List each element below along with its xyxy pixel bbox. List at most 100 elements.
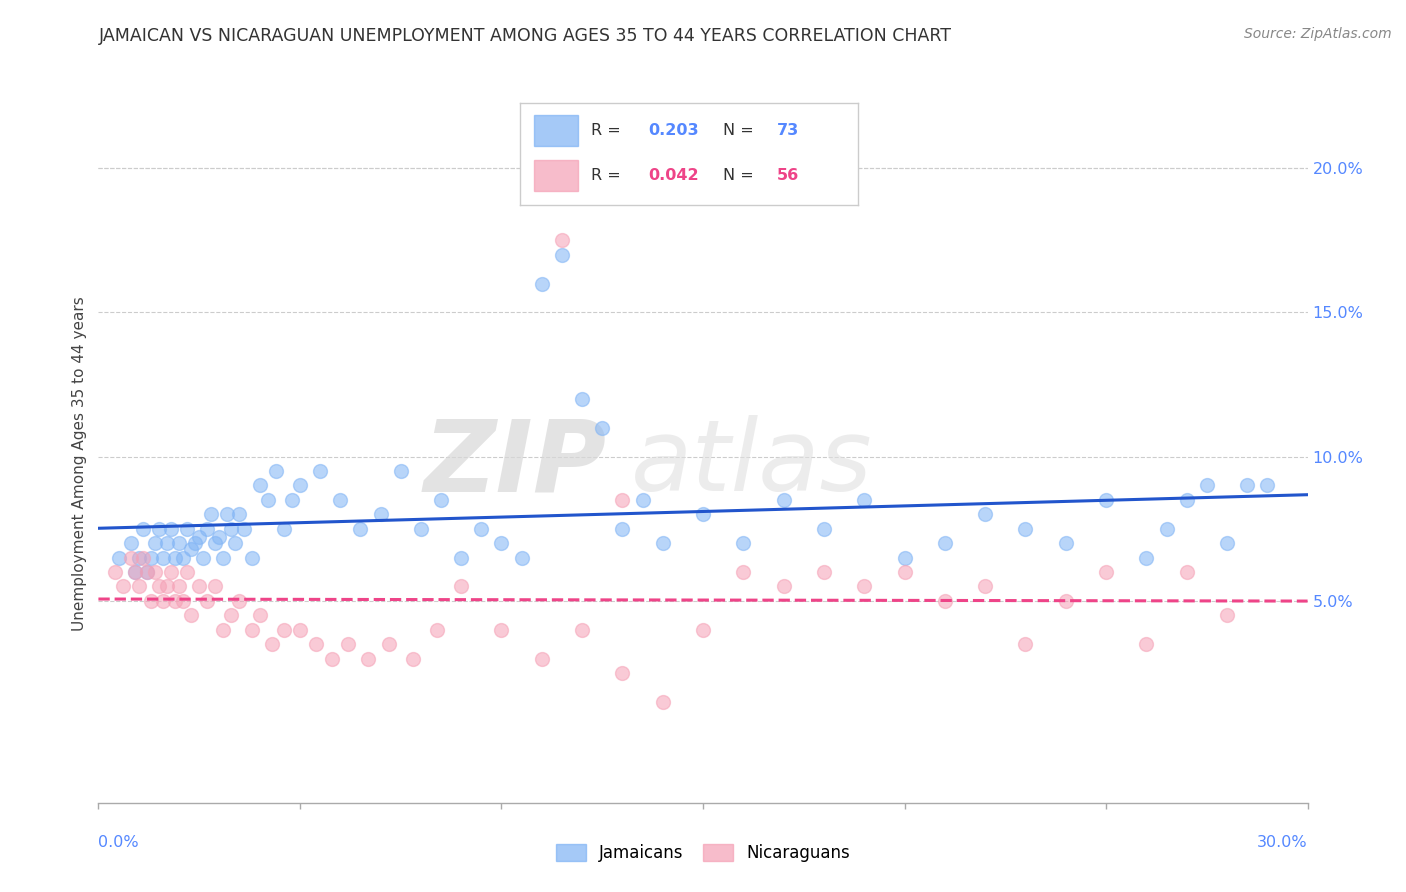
Text: 30.0%: 30.0% <box>1257 836 1308 850</box>
Point <box>260 637 283 651</box>
Point <box>221 608 243 623</box>
Point <box>571 392 593 406</box>
Point <box>389 464 412 478</box>
Point <box>1216 608 1239 623</box>
Point <box>135 565 157 579</box>
Point <box>1216 536 1239 550</box>
Point <box>163 594 186 608</box>
Point <box>204 536 226 550</box>
Point <box>195 522 218 536</box>
Point <box>1095 492 1118 507</box>
Point <box>281 492 304 507</box>
Point <box>256 492 278 507</box>
Text: R =: R = <box>591 123 626 137</box>
Point <box>612 492 634 507</box>
Point <box>337 637 360 651</box>
Point <box>124 565 146 579</box>
Point <box>591 421 613 435</box>
Point <box>249 608 271 623</box>
Point <box>288 623 311 637</box>
Point <box>430 492 453 507</box>
Point <box>321 651 343 665</box>
Point <box>551 248 574 262</box>
Point <box>139 550 162 565</box>
Point <box>195 594 218 608</box>
Point <box>1014 637 1036 651</box>
Point <box>571 623 593 637</box>
Point <box>1156 522 1178 536</box>
Point <box>143 565 166 579</box>
Text: R =: R = <box>591 168 626 183</box>
Point <box>813 565 835 579</box>
Point <box>470 522 492 536</box>
Point <box>188 579 211 593</box>
Point <box>128 579 150 593</box>
Point <box>450 550 472 565</box>
Point <box>148 522 170 536</box>
Point <box>124 565 146 579</box>
Point <box>530 277 553 291</box>
Point <box>1175 565 1198 579</box>
Point <box>934 536 956 550</box>
Point <box>349 522 371 536</box>
Point <box>167 579 190 593</box>
Point <box>212 623 235 637</box>
Point <box>612 522 634 536</box>
Point <box>651 536 673 550</box>
Point <box>143 536 166 550</box>
Point <box>212 550 235 565</box>
Point <box>120 550 142 565</box>
Point <box>1135 637 1157 651</box>
Point <box>208 530 231 544</box>
Text: JAMAICAN VS NICARAGUAN UNEMPLOYMENT AMONG AGES 35 TO 44 YEARS CORRELATION CHART: JAMAICAN VS NICARAGUAN UNEMPLOYMENT AMON… <box>98 27 952 45</box>
Point <box>426 623 449 637</box>
Point <box>305 637 328 651</box>
Point <box>813 522 835 536</box>
Text: Source: ZipAtlas.com: Source: ZipAtlas.com <box>1244 27 1392 41</box>
Point <box>329 492 352 507</box>
Point <box>893 565 915 579</box>
Point <box>357 651 380 665</box>
Point <box>974 508 997 522</box>
Point <box>184 536 207 550</box>
Point <box>167 536 190 550</box>
Point <box>204 579 226 593</box>
Point <box>160 565 183 579</box>
Point <box>733 536 755 550</box>
Point <box>450 579 472 593</box>
Point <box>176 565 198 579</box>
Point <box>249 478 271 492</box>
Text: 0.042: 0.042 <box>648 168 699 183</box>
Point <box>128 550 150 565</box>
Point <box>1236 478 1258 492</box>
Point <box>530 651 553 665</box>
Point <box>309 464 332 478</box>
Point <box>120 536 142 550</box>
Point <box>853 492 876 507</box>
Point <box>1256 478 1278 492</box>
Point <box>1175 492 1198 507</box>
Point <box>1054 536 1077 550</box>
Point <box>180 541 202 556</box>
Point <box>107 550 129 565</box>
Point <box>273 522 295 536</box>
Point <box>152 550 174 565</box>
Point <box>370 508 392 522</box>
Point <box>1054 594 1077 608</box>
Point <box>612 665 634 680</box>
Point <box>135 565 157 579</box>
Point <box>156 579 179 593</box>
Legend: Jamaicans, Nicaraguans: Jamaicans, Nicaraguans <box>547 836 859 871</box>
Text: N =: N = <box>723 123 759 137</box>
Point <box>172 594 194 608</box>
Text: 0.203: 0.203 <box>648 123 699 137</box>
Point <box>733 565 755 579</box>
Point <box>692 623 714 637</box>
Text: 0.0%: 0.0% <box>98 836 139 850</box>
Point <box>240 550 263 565</box>
Point <box>631 492 654 507</box>
Point <box>193 550 215 565</box>
Point <box>228 508 250 522</box>
Point <box>163 550 186 565</box>
Point <box>651 695 673 709</box>
